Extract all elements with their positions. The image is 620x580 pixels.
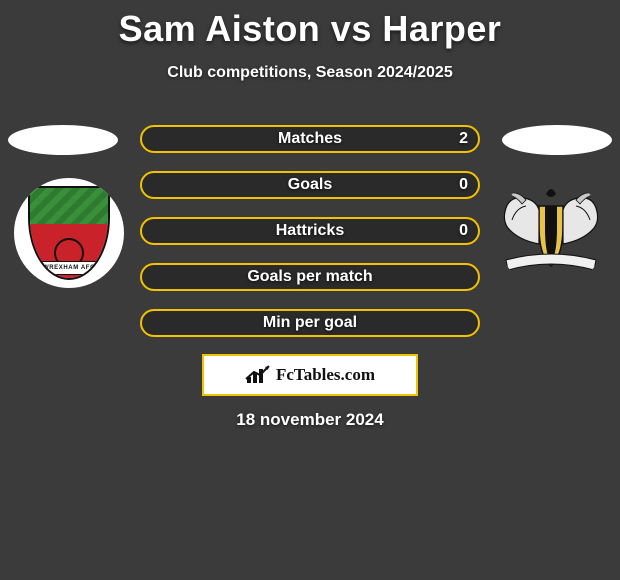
comparison-bars: Matches 2 Goals 0 Hattricks 0 Goals per … <box>140 125 480 355</box>
bar-label: Goals <box>142 176 478 194</box>
crest-ribbon-text: WREXHAM AFC <box>32 261 106 275</box>
site-label: FcTables.com <box>276 365 375 385</box>
bar-goals-per-match: Goals per match <box>140 263 480 291</box>
heraldic-crest-icon <box>496 188 606 278</box>
bar-label: Goals per match <box>142 268 478 286</box>
date-text: 18 november 2024 <box>0 410 620 430</box>
site-attribution: FcTables.com <box>202 354 418 396</box>
club-crest-right <box>496 178 606 288</box>
bar-min-per-goal: Min per goal <box>140 309 480 337</box>
bar-label: Hattricks <box>142 222 478 240</box>
shield-icon: WREXHAM AFC <box>28 186 110 280</box>
player-avatar-right <box>502 125 612 155</box>
bar-value-right: 0 <box>459 173 468 197</box>
club-crest-left: WREXHAM AFC <box>14 178 124 288</box>
player-avatar-left <box>8 125 118 155</box>
bar-label: Min per goal <box>142 314 478 332</box>
barchart-icon <box>245 365 271 385</box>
bar-hattricks: Hattricks 0 <box>140 217 480 245</box>
bar-value-right: 0 <box>459 219 468 243</box>
bar-matches: Matches 2 <box>140 125 480 153</box>
subtitle: Club competitions, Season 2024/2025 <box>0 64 620 82</box>
bar-value-right: 2 <box>459 127 468 151</box>
bar-label: Matches <box>142 130 478 148</box>
bar-goals: Goals 0 <box>140 171 480 199</box>
page-title: Sam Aiston vs Harper <box>0 0 620 50</box>
infographic-root: Sam Aiston vs Harper Club competitions, … <box>0 0 620 580</box>
